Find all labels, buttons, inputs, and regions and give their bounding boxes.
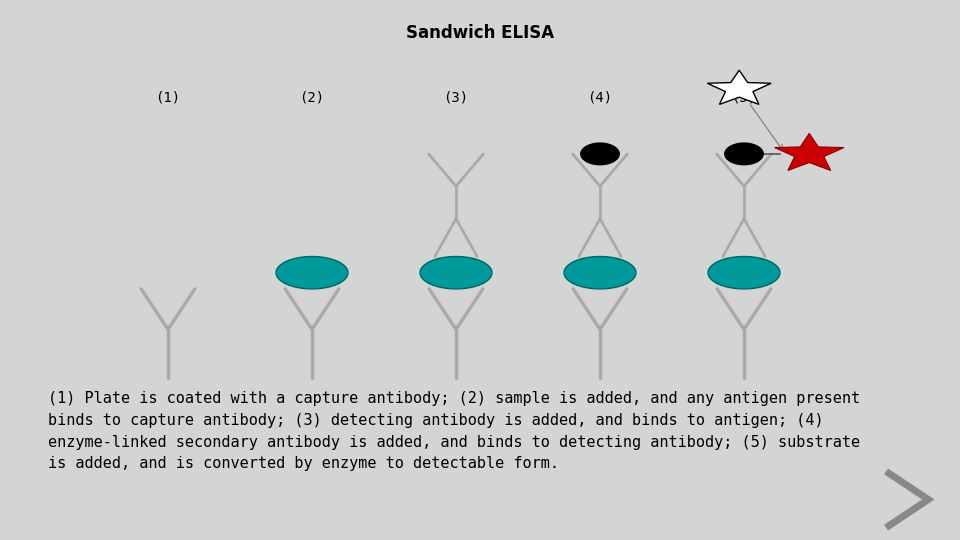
Text: (3): (3) <box>444 90 468 104</box>
Text: (1) Plate is coated with a capture antibody; (2) sample is added, and any antige: (1) Plate is coated with a capture antib… <box>48 392 860 471</box>
Ellipse shape <box>564 256 636 289</box>
Ellipse shape <box>708 256 780 289</box>
Circle shape <box>725 143 763 165</box>
Polygon shape <box>775 133 844 171</box>
Polygon shape <box>708 70 771 104</box>
Ellipse shape <box>276 256 348 289</box>
Text: (4): (4) <box>588 90 612 104</box>
Text: (1): (1) <box>156 90 180 104</box>
Text: (2): (2) <box>300 90 324 104</box>
Text: (5): (5) <box>732 90 756 104</box>
Text: Sandwich ELISA: Sandwich ELISA <box>406 24 554 42</box>
Circle shape <box>581 143 619 165</box>
Ellipse shape <box>420 256 492 289</box>
